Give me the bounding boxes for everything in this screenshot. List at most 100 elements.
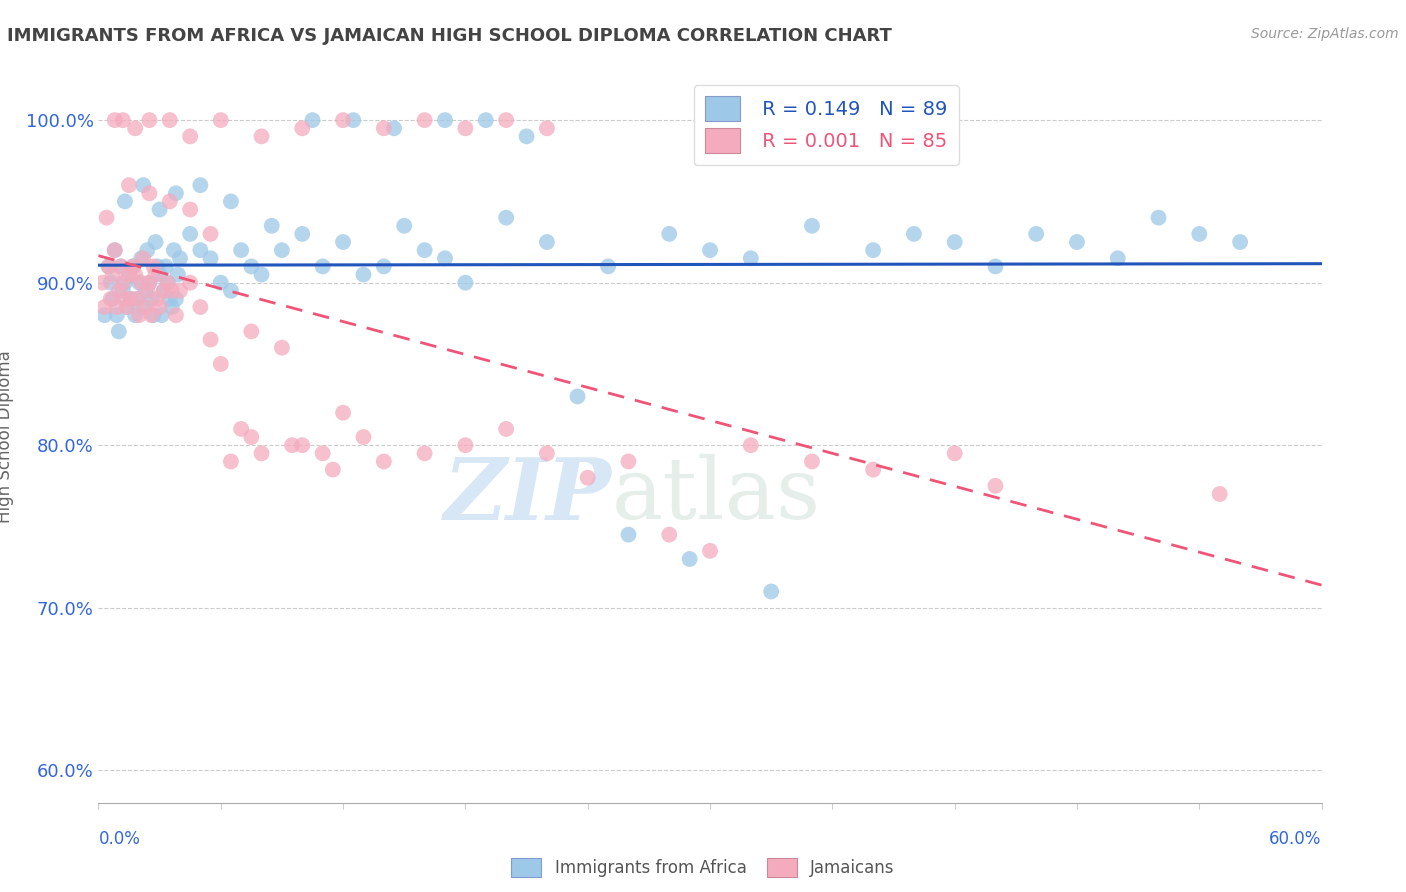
Point (413, 446, 436, 460)
Point (373, 454, 395, 468)
Point (250, 129, 273, 144)
Point (200, 252, 222, 266)
Point (240, 430, 263, 444)
Point (801, 219, 824, 233)
Point (120, 292, 142, 306)
Point (100, 276, 122, 290)
Point (474, 113, 498, 128)
Point (373, 260, 395, 274)
Point (115, 300, 138, 314)
Point (127, 292, 149, 306)
Point (132, 178, 155, 193)
Point (260, 219, 283, 233)
Point (122, 260, 145, 274)
Point (209, 276, 232, 290)
Y-axis label: High School Diploma: High School Diploma (0, 351, 14, 524)
Point (342, 113, 364, 128)
Point (136, 284, 159, 298)
Point (91, 276, 114, 290)
Point (115, 300, 138, 314)
Point (332, 235, 354, 249)
Point (152, 284, 174, 298)
Point (110, 260, 132, 274)
Point (658, 527, 681, 541)
Point (332, 406, 354, 420)
Point (679, 552, 702, 566)
Point (454, 276, 477, 290)
Point (167, 268, 190, 282)
Point (270, 341, 294, 355)
Point (240, 260, 263, 274)
Point (740, 252, 762, 266)
Text: IMMIGRANTS FROM AFRICA VS JAMAICAN HIGH SCHOOL DIPLOMA CORRELATION CHART: IMMIGRANTS FROM AFRICA VS JAMAICAN HIGH … (7, 27, 891, 45)
Point (1147, 211, 1170, 225)
Point (163, 243, 186, 257)
Point (111, 276, 134, 290)
Point (128, 308, 150, 322)
Point (138, 186, 160, 201)
Text: 0.0%: 0.0% (98, 830, 141, 847)
Point (165, 308, 187, 322)
Point (219, 284, 242, 298)
Point (576, 471, 599, 485)
Point (699, 243, 721, 257)
Point (169, 284, 191, 298)
Point (231, 243, 253, 257)
Point (270, 243, 294, 257)
Point (136, 243, 159, 257)
Point (149, 300, 172, 314)
Point (138, 276, 160, 290)
Point (132, 252, 155, 266)
Point (156, 276, 179, 290)
Point (617, 454, 640, 468)
Point (454, 438, 477, 452)
Point (141, 308, 163, 322)
Point (699, 544, 721, 558)
Point (413, 243, 436, 257)
Point (149, 268, 172, 282)
Point (114, 292, 136, 306)
Point (165, 186, 187, 201)
Point (101, 292, 124, 306)
Point (433, 113, 456, 128)
Point (495, 211, 517, 225)
Point (159, 292, 181, 306)
Point (617, 527, 640, 541)
Point (219, 454, 242, 468)
Point (188, 178, 212, 193)
Point (536, 235, 558, 249)
Point (134, 284, 156, 298)
Point (658, 227, 681, 241)
Point (209, 357, 232, 371)
Point (188, 243, 212, 257)
Point (352, 430, 374, 444)
Point (740, 438, 762, 452)
Point (240, 325, 263, 339)
Point (209, 113, 232, 128)
Point (105, 300, 128, 314)
Point (312, 446, 335, 460)
Point (159, 194, 181, 209)
Point (1107, 252, 1129, 266)
Point (124, 308, 146, 322)
Point (145, 235, 167, 249)
Legend:  R = 0.149   N = 89,  R = 0.001   N = 85: R = 0.149 N = 89, R = 0.001 N = 85 (693, 85, 959, 165)
Point (536, 121, 558, 136)
Point (179, 129, 201, 144)
Point (138, 113, 160, 128)
Point (200, 333, 222, 347)
Text: 60.0%: 60.0% (1270, 830, 1322, 847)
Point (536, 446, 558, 460)
Point (984, 260, 1007, 274)
Point (454, 121, 477, 136)
Point (495, 113, 517, 128)
Point (118, 268, 141, 282)
Point (142, 308, 165, 322)
Point (301, 113, 323, 128)
Point (129, 276, 152, 290)
Point (219, 194, 242, 209)
Point (132, 300, 155, 314)
Point (392, 219, 416, 233)
Point (291, 438, 314, 452)
Point (352, 268, 374, 282)
